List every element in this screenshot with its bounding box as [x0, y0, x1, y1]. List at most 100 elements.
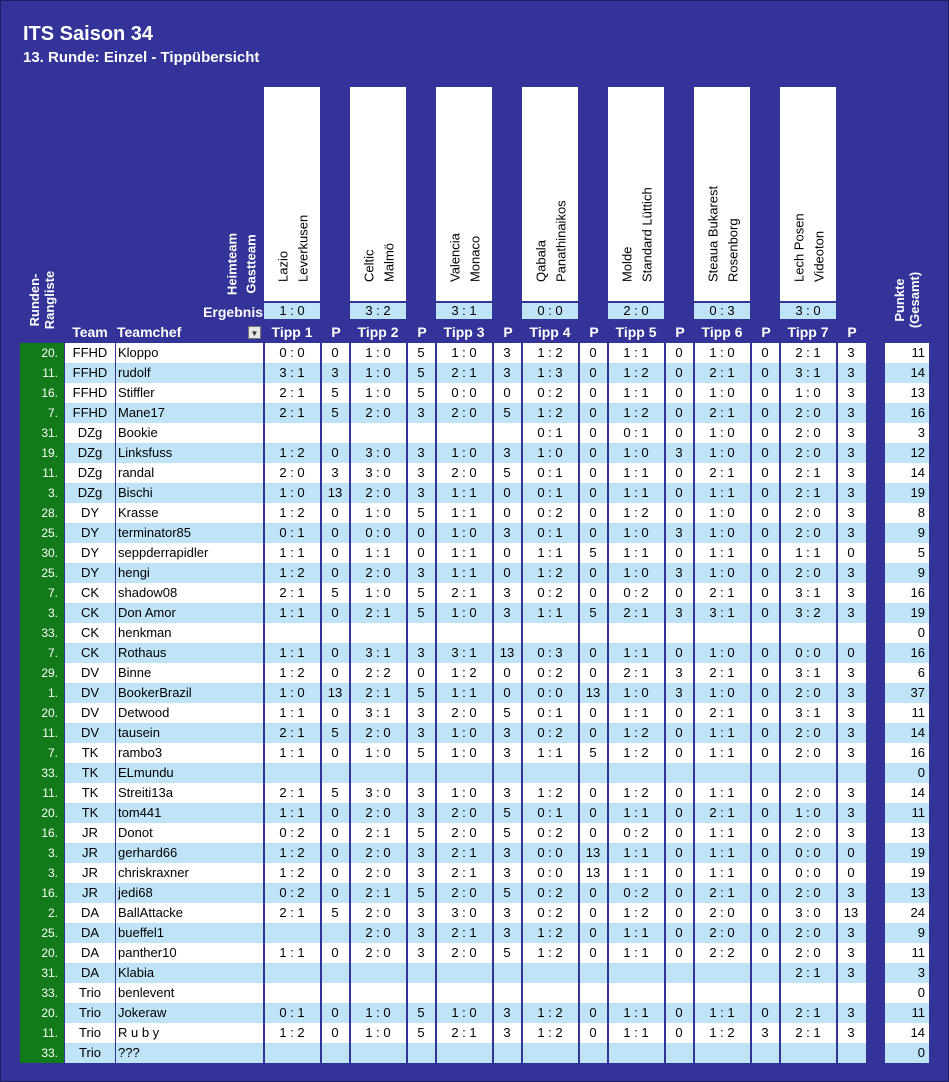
row-tipp-7: 2 : 0	[795, 745, 821, 760]
row-points-6: 0	[761, 565, 769, 580]
gastteam-label: Gastteam	[243, 233, 259, 294]
row-team: Trio	[79, 1045, 101, 1060]
row-tipp-6: 1 : 1	[709, 845, 735, 860]
row-gap	[866, 623, 885, 643]
row-rank: 20.	[41, 946, 58, 960]
table-row: 3. JR gerhard66 1 : 2 0 2 : 0 3 2 : 1 3 0 : 0 13 1 …	[1, 843, 948, 863]
row-team: DY	[80, 545, 100, 560]
row-teamchef: benlevent	[118, 985, 175, 1000]
row-points-6: 0	[761, 605, 769, 620]
table-row: 20. Trio Jokeraw 0 : 1 0 1 : 0 5 1 : 0 3 1 : 2 0 1 …	[1, 1003, 948, 1023]
filter-dropdown-icon[interactable]: ▼	[248, 326, 261, 339]
row-points-7: 3	[847, 605, 855, 620]
row-tipp-4: 0 : 0	[537, 685, 563, 700]
row-tipp-6: 3 : 1	[709, 605, 735, 620]
row-teamchef: Jokeraw	[118, 1005, 167, 1020]
row-team: DV	[80, 705, 100, 720]
row-tipp-1: 2 : 1	[279, 725, 305, 740]
row-total: 0	[917, 1045, 925, 1060]
row-tipp-3: 1 : 1	[451, 545, 477, 560]
row-tipp-7: 3 : 1	[795, 665, 821, 680]
row-points-6	[751, 623, 779, 643]
column-separator	[607, 343, 609, 1063]
row-points-6: 3	[761, 1025, 769, 1040]
row-tipp-1: 2 : 1	[279, 785, 305, 800]
row-tipp-2: 3 : 1	[365, 705, 391, 720]
row-background	[64, 363, 929, 383]
row-tipp-1: 2 : 1	[279, 385, 305, 400]
row-total: 19	[910, 865, 925, 880]
row-points-3: 3	[503, 785, 511, 800]
row-points-2: 3	[417, 485, 425, 500]
row-gap	[866, 943, 885, 963]
row-background	[64, 1023, 929, 1043]
row-tipp-3: 2 : 1	[451, 845, 477, 860]
row-teamchef: hengi	[118, 565, 150, 580]
row-team: TK	[81, 805, 99, 820]
row-points-5: 0	[675, 845, 683, 860]
table-row: 20. TK tom441 1 : 1 0 2 : 0 3 2 : 0 5 0 : 1 0 1 : 1…	[1, 803, 948, 823]
column-separator	[349, 343, 351, 1063]
row-team: FFHD	[72, 405, 108, 420]
row-tipp-3: 1 : 1	[451, 505, 477, 520]
header-tipp-3: Tipp 3	[443, 324, 485, 340]
row-teamchef: terminator85	[118, 525, 191, 540]
row-points-6	[751, 983, 779, 1003]
column-separator	[866, 343, 868, 1063]
row-points-6: 0	[761, 805, 769, 820]
row-tipp-1	[264, 963, 320, 983]
row-points-7: 3	[847, 565, 855, 580]
row-tipp-6	[694, 763, 750, 783]
table-row: 16. FFHD Stiffler 2 : 1 5 1 : 0 5 0 : 0 0 0 : 2 0 1…	[1, 383, 948, 403]
row-teamchef: Donot	[118, 825, 153, 840]
row-rank: 11.	[42, 466, 58, 480]
row-tipp-5: 1 : 1	[623, 345, 649, 360]
header-tipp-1: Tipp 1	[271, 324, 313, 340]
match-result-4: 0 : 0	[522, 303, 578, 319]
row-tipp-7: 2 : 0	[795, 445, 821, 460]
row-teamchef: Bischi	[118, 485, 153, 500]
row-points-5: 3	[675, 665, 683, 680]
row-tipp-1	[264, 623, 320, 643]
row-rank: 16.	[41, 886, 58, 900]
row-rank: 7.	[47, 406, 58, 420]
row-points-3	[493, 423, 521, 443]
row-teamchef: Stiffler	[118, 385, 155, 400]
table-row: 3. DZg Bischi 1 : 0 13 2 : 0 3 1 : 1 0 0 : 1 0 1 : …	[1, 483, 948, 503]
row-points-1	[321, 963, 349, 983]
table-row: 11. Trio R u b y 1 : 2 0 1 : 0 5 2 : 1 3 1 : 2 0 1 …	[1, 1023, 948, 1043]
row-gap	[866, 1043, 885, 1063]
row-tipp-7: 3 : 1	[795, 365, 821, 380]
row-tipp-3	[436, 983, 492, 1003]
row-points-7: 3	[847, 505, 855, 520]
table-row: 3. JR chriskraxner 1 : 2 0 2 : 0 3 2 : 1 3 0 : 0 1…	[1, 863, 948, 883]
row-tipp-4: 1 : 2	[537, 1025, 563, 1040]
row-background	[64, 903, 929, 923]
row-points-5: 0	[675, 745, 683, 760]
row-points-1: 0	[331, 505, 339, 520]
match-away-team-label: Malmö	[381, 242, 397, 282]
row-gap	[866, 563, 885, 583]
table-row: 3. CK Don Amor 1 : 1 0 2 : 1 5 1 : 0 3 1 : 1 5 2 : …	[1, 603, 948, 623]
row-tipp-5: 1 : 1	[623, 945, 649, 960]
row-team: Trio	[79, 1025, 101, 1040]
row-tipp-3: 1 : 1	[451, 485, 477, 500]
row-tipp-2: 1 : 0	[365, 345, 391, 360]
row-rank: 33.	[41, 626, 58, 640]
row-tipp-5: 1 : 2	[623, 745, 649, 760]
row-tipp-2	[350, 623, 406, 643]
row-tipp-2: 1 : 0	[365, 365, 391, 380]
row-points-1: 3	[331, 365, 339, 380]
row-tipp-1: 1 : 1	[279, 705, 305, 720]
column-separator	[521, 343, 523, 1063]
match-header-3: Valencia Monaco	[436, 87, 492, 301]
row-tipp-7: 0 : 0	[795, 845, 821, 860]
match-away-team: Standard Lüttich	[638, 97, 656, 297]
row-tipp-1: 1 : 1	[279, 645, 305, 660]
row-tipp-5: 1 : 1	[623, 865, 649, 880]
row-points-3: 5	[503, 465, 511, 480]
row-points-4	[579, 1043, 607, 1063]
match-away-team: Panathinaikos	[552, 97, 570, 297]
row-team: FFHD	[72, 385, 108, 400]
table-row: 7. FFHD Mane17 2 : 1 5 2 : 0 3 2 : 0 5 1 : 2 0 1 : …	[1, 403, 948, 423]
